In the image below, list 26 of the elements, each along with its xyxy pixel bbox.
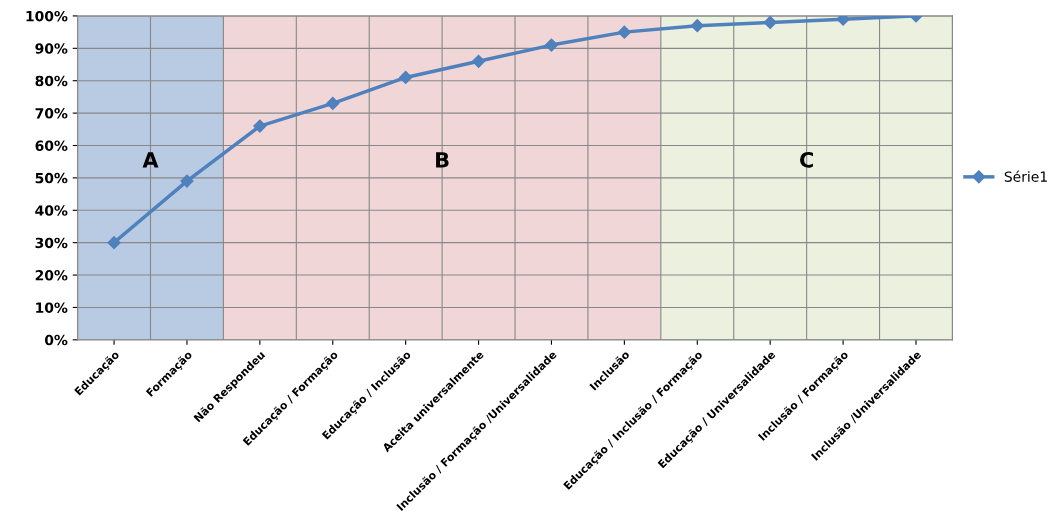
band-label: B bbox=[436, 152, 449, 168]
point bbox=[326, 96, 340, 110]
y-tick-label: 0% bbox=[44, 334, 68, 346]
y-tick-label: 30% bbox=[35, 237, 68, 249]
point bbox=[836, 15, 850, 26]
y-tick-label: 80% bbox=[35, 75, 68, 87]
y-tick-label: 90% bbox=[35, 43, 68, 54]
point bbox=[690, 19, 704, 33]
point bbox=[399, 70, 413, 85]
point bbox=[107, 236, 121, 250]
y-tick-label: 100% bbox=[26, 10, 68, 22]
point bbox=[471, 54, 486, 68]
band-label: C bbox=[800, 151, 813, 168]
y-tick-label: 50% bbox=[35, 172, 68, 184]
legend-label: Série1 bbox=[1004, 170, 1047, 182]
point bbox=[253, 119, 267, 133]
point bbox=[544, 38, 559, 52]
y-tick-label: 10% bbox=[36, 302, 68, 313]
point bbox=[180, 174, 194, 188]
y-tick-label: 60% bbox=[35, 140, 68, 151]
point bbox=[617, 25, 631, 39]
band-label: A bbox=[142, 152, 159, 168]
y-tick-label: 20% bbox=[35, 270, 68, 281]
y-tick-label: 70% bbox=[35, 108, 68, 119]
y-tick-label: 40% bbox=[35, 205, 68, 216]
point bbox=[763, 15, 777, 29]
